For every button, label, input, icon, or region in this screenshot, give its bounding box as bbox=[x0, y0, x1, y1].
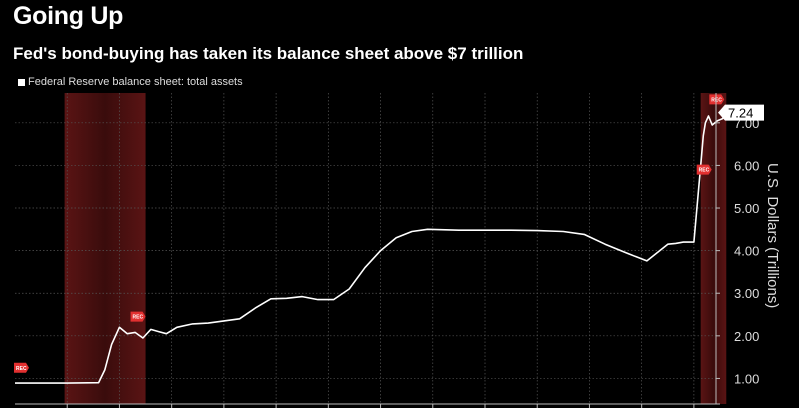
y-axis-label: U.S. Dollars (Trillions) bbox=[764, 163, 781, 308]
y-tick-label: 1.00 bbox=[734, 371, 759, 386]
series-line bbox=[15, 112, 727, 384]
recession-marker-shape bbox=[14, 362, 29, 373]
y-tick-label: 4.00 bbox=[734, 244, 759, 259]
recession-marker-label: REC bbox=[16, 366, 27, 372]
recession-marker-shape bbox=[130, 311, 146, 322]
recession-marker-label: REC bbox=[711, 97, 722, 103]
recession-end-marker: REC bbox=[709, 94, 725, 105]
last-value-label: 7.24 bbox=[728, 106, 753, 121]
recession-start-marker: REC bbox=[14, 362, 29, 373]
recession-band bbox=[64, 93, 146, 404]
page-title: Going Up bbox=[13, 2, 124, 30]
recession-start-marker: REC bbox=[696, 164, 712, 175]
y-tick-label: 6.00 bbox=[734, 158, 759, 173]
recession-marker-label: REC bbox=[133, 315, 144, 321]
legend-swatch bbox=[18, 78, 25, 86]
recession-band bbox=[700, 93, 727, 404]
last-value-box bbox=[718, 104, 764, 121]
legend-label: Federal Reserve balance sheet: total ass… bbox=[28, 76, 243, 88]
y-tick-label: 3.00 bbox=[734, 286, 759, 301]
y-tick-label: 5.00 bbox=[734, 201, 759, 216]
page-subtitle: Fed's bond-buying has taken its balance … bbox=[13, 44, 524, 63]
chart-legend: Federal Reserve balance sheet: total ass… bbox=[18, 76, 243, 88]
recession-end-marker: REC bbox=[130, 311, 146, 322]
y-tick-label: 2.00 bbox=[734, 329, 759, 344]
recession-marker-shape bbox=[696, 164, 712, 175]
last-value-callout: 7.24 bbox=[718, 104, 764, 121]
recession-marker-shape bbox=[709, 94, 725, 105]
recession-marker-label: REC bbox=[699, 168, 710, 174]
